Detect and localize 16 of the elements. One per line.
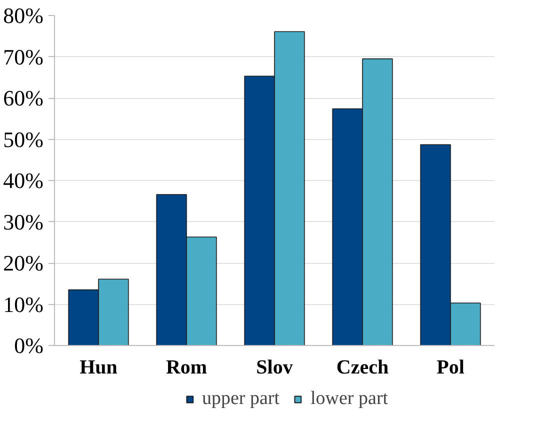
x-tick-label: Slov	[256, 356, 293, 378]
y-tick-label: 50%	[3, 126, 44, 152]
x-tick-label: Hun	[80, 356, 118, 378]
y-tick-label: 80%	[3, 3, 44, 28]
y-tick-label: 60%	[3, 86, 44, 110]
y-tick-label: 70%	[3, 44, 44, 70]
x-tick-label: Pol	[436, 356, 465, 378]
y-tick-label: 0%	[14, 333, 44, 358]
x-tick-label: Rom	[166, 356, 208, 378]
x-tick-label: Czech	[336, 356, 389, 378]
legend-label: lower part	[310, 388, 388, 410]
y-tick-label: 30%	[3, 209, 44, 234]
y-tick-label: 10%	[3, 292, 44, 317]
y-tick-label: 20%	[3, 250, 44, 276]
y-tick-label: 40%	[3, 168, 44, 193]
legend-label: upper part	[202, 388, 280, 410]
